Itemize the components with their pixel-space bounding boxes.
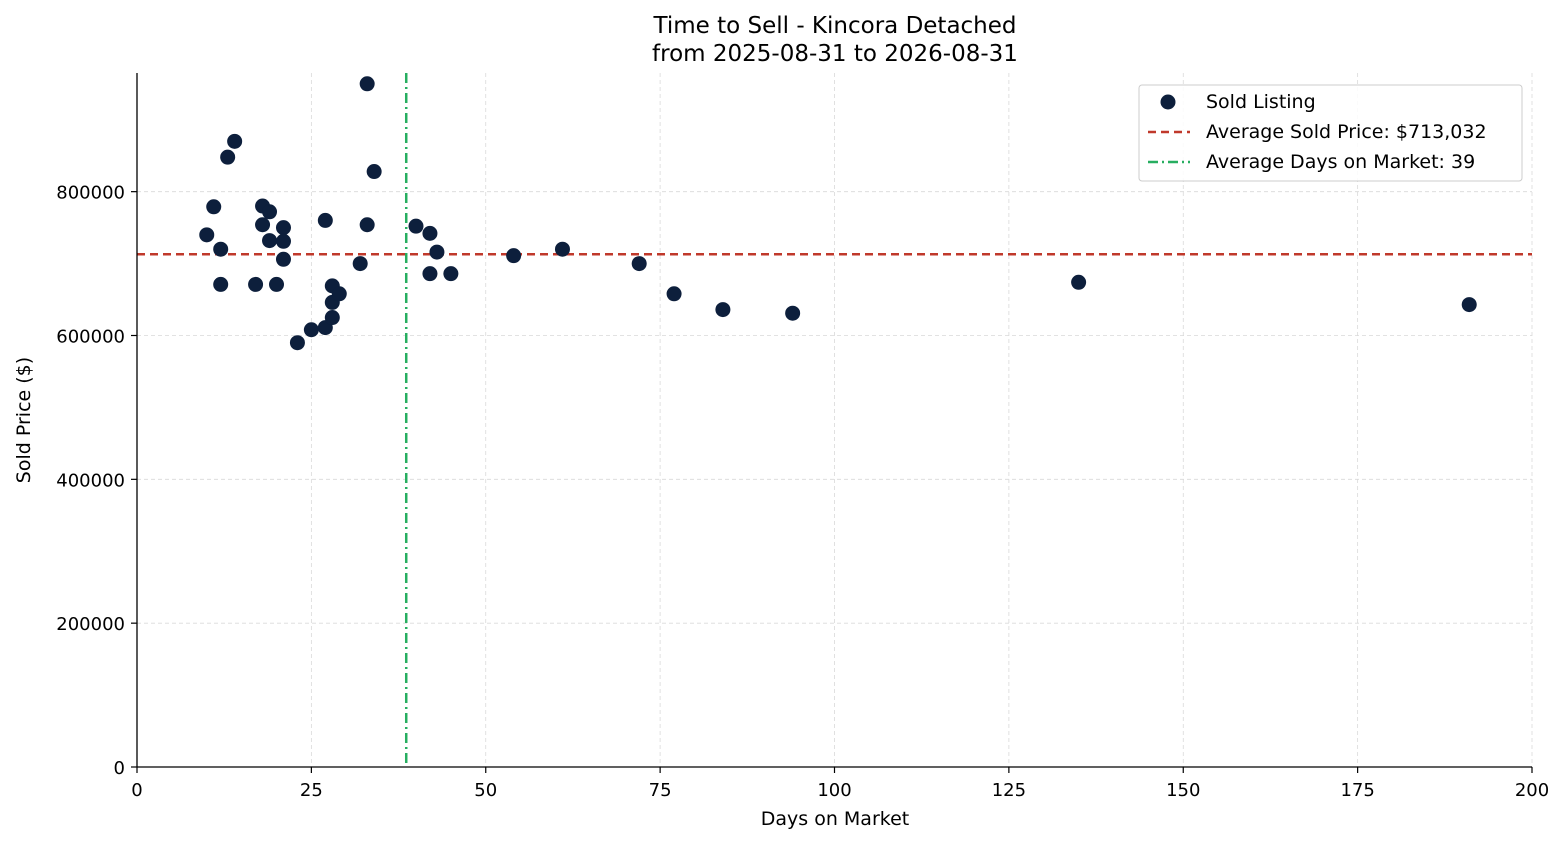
data-point (785, 305, 801, 321)
data-point (255, 217, 271, 233)
data-point (1461, 297, 1477, 313)
data-point (213, 241, 229, 257)
legend: Sold Listing Average Sold Price: $713,03… (1138, 84, 1523, 182)
data-point (199, 227, 215, 243)
x-tick-label: 150 (1166, 780, 1200, 801)
legend-marker-sold-listing (1160, 94, 1176, 110)
x-tick-label: 0 (131, 780, 142, 801)
legend-label-avg-days: Average Days on Market: 39 (1206, 151, 1475, 173)
data-point (227, 133, 243, 149)
grid-lines (137, 73, 1533, 767)
chart-subtitle: from 2025-08-31 to 2026-08-31 (652, 41, 1018, 67)
data-point (317, 212, 333, 228)
data-point (554, 241, 570, 257)
data-point (324, 310, 340, 326)
y-axis-label: Sold Price ($) (13, 357, 35, 483)
legend-box (1138, 84, 1523, 182)
data-point (262, 204, 278, 220)
x-tick-label: 200 (1515, 780, 1549, 801)
y-tick-label: 0 (114, 758, 125, 779)
data-points (199, 76, 1477, 351)
data-point (715, 302, 731, 318)
data-point (289, 335, 305, 351)
x-tick-label: 75 (649, 780, 672, 801)
data-point (422, 266, 438, 282)
data-point (275, 233, 291, 249)
x-tick-label: 100 (817, 780, 851, 801)
y-tick-label: 200000 (56, 614, 125, 635)
data-point (443, 266, 459, 282)
data-point (429, 244, 445, 260)
data-point (220, 149, 236, 165)
data-point (213, 276, 229, 292)
y-tick-label: 600000 (56, 326, 125, 347)
chart-title: Time to Sell - Kincora Detached (652, 13, 1016, 39)
data-point (303, 322, 319, 338)
data-point (352, 256, 368, 272)
data-point (275, 251, 291, 267)
x-tick-label: 125 (992, 780, 1026, 801)
data-point (248, 276, 264, 292)
x-tick-label: 25 (300, 780, 323, 801)
data-point (206, 199, 222, 215)
x-axis-ticks: 0 25 50 75 100 125 150 175 200 (131, 767, 1549, 801)
data-point (422, 225, 438, 241)
x-tick-label: 175 (1340, 780, 1374, 801)
data-point (1071, 274, 1087, 290)
data-point (275, 220, 291, 236)
data-point (631, 256, 647, 272)
legend-label-avg-price: Average Sold Price: $713,032 (1206, 121, 1487, 143)
data-point (408, 218, 424, 234)
y-axis-ticks: 0 200000 400000 600000 800000 (56, 183, 137, 779)
data-point (331, 286, 347, 302)
legend-label-sold-listing: Sold Listing (1206, 91, 1316, 113)
data-point (666, 286, 682, 302)
y-tick-label: 800000 (56, 183, 125, 204)
x-tick-label: 50 (474, 780, 497, 801)
data-point (506, 248, 522, 264)
data-point (359, 217, 375, 233)
data-point (359, 76, 375, 92)
data-point (366, 164, 382, 180)
data-point (262, 233, 278, 249)
reference-lines (137, 73, 1532, 767)
data-point (269, 276, 284, 292)
y-tick-label: 400000 (56, 470, 125, 491)
x-axis-label: Days on Market (761, 808, 909, 830)
